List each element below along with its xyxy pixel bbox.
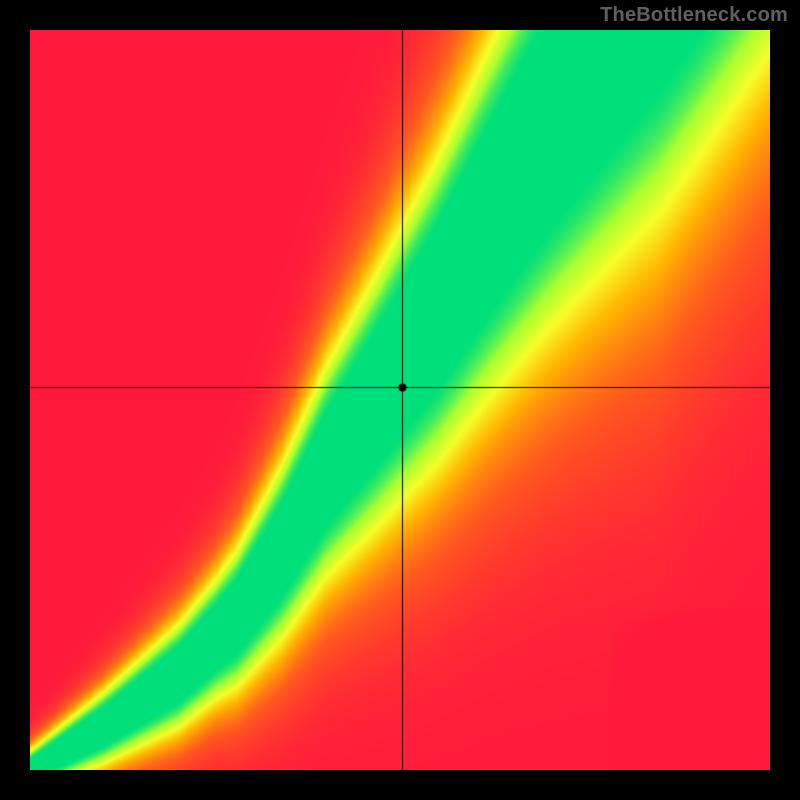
chart-container: TheBottleneck.com xyxy=(0,0,800,800)
watermark-text: TheBottleneck.com xyxy=(600,4,788,27)
crosshair-overlay xyxy=(30,30,770,770)
